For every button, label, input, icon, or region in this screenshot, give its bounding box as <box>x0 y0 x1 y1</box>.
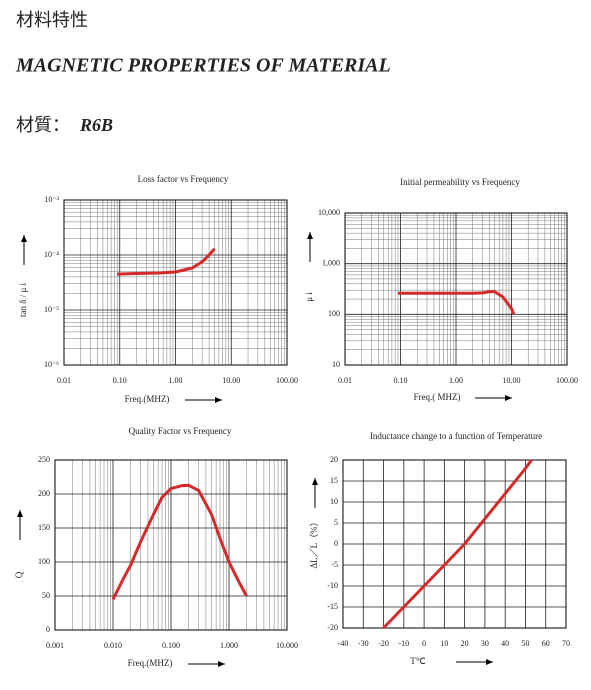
x-tick-label: 70 <box>562 639 570 648</box>
x-tick-label: -20 <box>378 639 389 648</box>
y-tick-label: 10⁻³ <box>44 195 59 204</box>
y-tick-label: -5 <box>331 560 338 569</box>
x-tick-label: -10 <box>398 639 409 648</box>
y-tick-label: 0 <box>334 539 338 548</box>
title-en: MAGNETIC PROPERTIES OF MATERIAL <box>15 55 391 77</box>
y-tick-label: 100 <box>38 557 50 566</box>
data-line <box>111 483 248 601</box>
y-tick-label: -20 <box>327 623 338 632</box>
y-tick-label: 10⁻⁶ <box>44 360 59 369</box>
y-axis-label: μ i <box>304 292 314 302</box>
arrow-head <box>17 510 23 517</box>
plot-frame <box>63 199 288 366</box>
plot-frame <box>54 459 288 631</box>
plot-frame <box>342 459 567 629</box>
y-axis-label: tan δ / μ i <box>18 282 28 317</box>
x-tick-label: 100.00 <box>556 376 578 385</box>
arrow-head <box>21 235 27 242</box>
y-tick-label: 50 <box>42 591 50 600</box>
x-tick-label: 1.000 <box>220 641 238 650</box>
y-tick-label: 5 <box>334 518 338 527</box>
x-tick-label: 1.00 <box>449 376 463 385</box>
y-tick-label: 200 <box>38 489 50 498</box>
data-line <box>117 247 216 276</box>
y-tick-label: 10⁻⁵ <box>44 305 59 314</box>
x-tick-label: 40 <box>501 639 509 648</box>
x-tick-label: 0.010 <box>104 641 122 650</box>
x-axis-label: Freq.( MHZ) <box>414 392 461 402</box>
chart-title: Quality Factor vs Frequency <box>129 426 232 436</box>
arrow-head <box>505 395 512 401</box>
y-axis-label: Q <box>14 571 24 578</box>
x-tick-label: 0.100 <box>162 641 180 650</box>
chart-title: Initial permeability vs Frequency <box>400 177 520 187</box>
arrow-head <box>312 478 318 485</box>
x-axis-label: Freq.(MHZ) <box>128 658 173 668</box>
title-cn: 材料特性 <box>16 10 88 30</box>
arrow-head <box>218 661 225 667</box>
material: R6B <box>79 115 113 135</box>
x-tick-label: 0.01 <box>338 376 352 385</box>
y-tick-label: 1,000 <box>322 258 340 267</box>
y-tick-label: 10 <box>332 360 340 369</box>
chart-title: Inductance change to a function of Tempe… <box>370 431 542 441</box>
x-tick-label: 100.00 <box>276 376 298 385</box>
y-tick-label: 20 <box>330 455 338 464</box>
x-tick-label: 50 <box>521 639 529 648</box>
y-tick-label: 10,000 <box>318 208 340 217</box>
x-tick-label: 20 <box>461 639 469 648</box>
y-axis-label: ΔL／L（%） <box>309 517 319 568</box>
x-tick-label: -40 <box>338 639 349 648</box>
x-tick-label: 0.10 <box>113 376 127 385</box>
y-tick-label: -15 <box>327 602 338 611</box>
arrow-head <box>486 659 493 665</box>
y-tick-label: 250 <box>38 455 50 464</box>
x-tick-label: 0.01 <box>57 376 71 385</box>
x-axis-label: Freq.(MHZ) <box>125 394 170 404</box>
x-tick-label: 1.00 <box>169 376 183 385</box>
arrow-head <box>215 397 222 403</box>
x-tick-label: 60 <box>542 639 550 648</box>
x-tick-label: 0 <box>422 639 426 648</box>
x-tick-label: -30 <box>358 639 369 648</box>
x-tick-label: 30 <box>481 639 489 648</box>
chart-title: Loss factor vs Frequency <box>138 174 229 184</box>
y-tick-label: 100 <box>328 309 340 318</box>
arrow-head <box>307 232 313 239</box>
x-tick-label: 10 <box>440 639 448 648</box>
x-axis-label: T℃ <box>410 656 426 666</box>
data-line <box>382 459 533 630</box>
y-tick-label: 10 <box>330 497 338 506</box>
x-tick-label: 0.001 <box>46 641 64 650</box>
y-tick-label: -10 <box>327 581 338 590</box>
y-tick-label: 0 <box>46 625 50 634</box>
x-tick-label: 10.000 <box>276 641 298 650</box>
data-line <box>398 290 516 315</box>
y-tick-label: 10⁻⁴ <box>44 250 59 259</box>
plot-frame <box>344 212 568 366</box>
x-tick-label: 0.10 <box>394 376 408 385</box>
y-tick-label: 15 <box>330 476 338 485</box>
y-tick-label: 150 <box>38 523 50 532</box>
x-tick-label: 10.00 <box>222 376 240 385</box>
material-label: 材質： <box>16 115 70 135</box>
x-tick-label: 10.00 <box>503 376 521 385</box>
